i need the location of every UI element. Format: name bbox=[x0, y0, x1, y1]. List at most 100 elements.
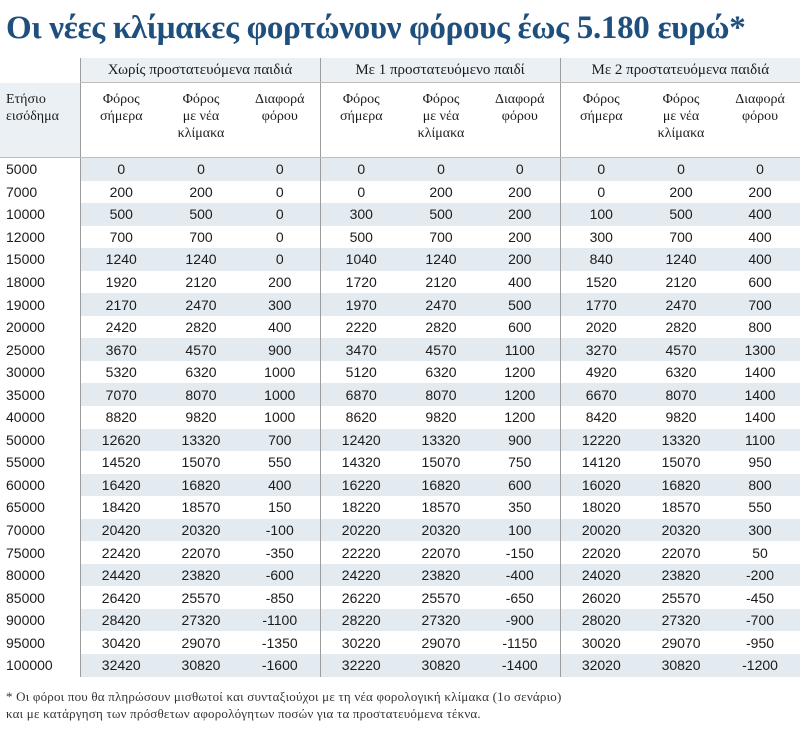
tax-today-cell: 12420 bbox=[319, 428, 402, 452]
tax-new-cell: 30820 bbox=[642, 654, 721, 677]
tax-diff-cell: -1200 bbox=[720, 654, 800, 677]
tax-diff-cell: 300 bbox=[720, 518, 800, 542]
tax-today-cell: 1240 bbox=[79, 248, 162, 271]
column-header-line: Φόρος bbox=[102, 92, 140, 107]
tax-diff-cell: 1400 bbox=[744, 409, 776, 426]
tax-new-cell: 8070 bbox=[402, 383, 480, 407]
column-header-line: σήμερα bbox=[339, 109, 383, 124]
tax-new-cell: 8070 bbox=[642, 383, 721, 407]
tax-diff-cell: 400 bbox=[508, 274, 532, 290]
tax-table: Χωρίς προστατευόμενα παιδιά Με 1 προστατ… bbox=[0, 58, 800, 677]
tax-diff-cell: -450 bbox=[746, 589, 775, 606]
tax-diff-cell: 100 bbox=[480, 518, 561, 542]
tax-diff-cell: 0 bbox=[275, 183, 284, 200]
income-cell: 55000 bbox=[0, 451, 80, 474]
tax-today-cell: 6670 bbox=[559, 383, 643, 407]
tax-today-cell: 26420 bbox=[79, 586, 162, 609]
income-cell: 60000 bbox=[0, 473, 80, 497]
tax-new-cell: 29070 bbox=[661, 634, 701, 651]
tax-today-cell: 16220 bbox=[319, 473, 402, 497]
tax-diff-cell: -350 bbox=[265, 544, 294, 561]
tax-diff-cell: 600 bbox=[748, 274, 772, 290]
column-header-line: Φόρος bbox=[662, 92, 700, 107]
tax-diff-cell: 1200 bbox=[504, 364, 536, 381]
tax-diff-cell: 0 bbox=[240, 157, 320, 181]
table-row: 19000 2170 2470 300 1970 2470 500 1770 2470 700 bbox=[0, 293, 800, 316]
tax-diff-cell: 200 bbox=[508, 228, 532, 245]
column-header-line: σήμερα bbox=[99, 109, 143, 124]
group-header-one-child: Με 1 προστατευόμενο παιδί bbox=[319, 58, 561, 83]
tax-today-cell: 1520 bbox=[559, 270, 643, 294]
tax-today-cell: 14120 bbox=[559, 451, 643, 474]
tax-new-scale-header: Φόρος με νέα κλίμακα bbox=[642, 82, 721, 158]
tax-today-cell: 16020 bbox=[559, 473, 643, 497]
tax-today-cell: 500 bbox=[319, 225, 402, 249]
tax-today-cell: 4920 bbox=[559, 360, 643, 384]
tax-diff-cell: 50 bbox=[752, 544, 768, 561]
tax-new-cell: 27320 bbox=[162, 608, 240, 632]
tax-new-cell: 23820 bbox=[642, 563, 721, 587]
tax-diff-cell: 200 bbox=[480, 203, 561, 226]
tax-new-cell: 2120 bbox=[185, 274, 217, 290]
tax-today-cell: 840 bbox=[559, 248, 643, 271]
tax-diff-cell: 1400 bbox=[744, 364, 776, 381]
tax-new-cell: 8070 bbox=[162, 383, 240, 407]
tax-new-cell: 18570 bbox=[181, 499, 221, 516]
tax-new-cell: 200 bbox=[669, 183, 693, 200]
tax-today-cell: 24420 bbox=[79, 563, 162, 587]
tax-today-cell: 24220 bbox=[319, 563, 402, 587]
tax-diff-cell: 800 bbox=[720, 473, 800, 497]
column-header-line: με νέα bbox=[422, 109, 460, 124]
tax-diff-cell: 200 bbox=[748, 183, 772, 200]
tax-diff-cell: -650 bbox=[505, 589, 534, 606]
tax-new-cell: 29070 bbox=[421, 634, 461, 651]
income-cell: 90000 bbox=[0, 608, 80, 632]
tax-new-cell: 20320 bbox=[642, 518, 721, 542]
tax-new-cell: 0 bbox=[162, 157, 240, 181]
tax-diff-cell: 550 bbox=[748, 499, 772, 516]
tax-diff-cell: 350 bbox=[508, 499, 532, 516]
tax-today-cell: 2420 bbox=[79, 315, 162, 339]
tax-new-cell: 18570 bbox=[421, 499, 461, 516]
tax-diff-cell: 1100 bbox=[720, 428, 800, 452]
tax-diff-cell: 950 bbox=[748, 454, 772, 471]
tax-new-cell: 2120 bbox=[425, 274, 457, 290]
tax-today-cell: 32420 bbox=[79, 654, 162, 677]
income-cell: 5000 bbox=[0, 157, 80, 181]
tax-new-cell: 27320 bbox=[642, 608, 721, 632]
tax-new-cell: 9820 bbox=[425, 409, 457, 426]
tax-diff-cell: 400 bbox=[720, 203, 800, 226]
header-spacer bbox=[0, 58, 80, 83]
tax-diff-cell: 1000 bbox=[264, 364, 296, 381]
tax-new-cell: 500 bbox=[642, 203, 721, 226]
tax-diff-cell: 0 bbox=[275, 228, 284, 245]
tax-diff-cell: 1200 bbox=[480, 383, 561, 407]
column-header-line: Διαφορά bbox=[495, 92, 545, 107]
tax-new-cell: 22070 bbox=[181, 544, 221, 561]
tax-new-cell: 20320 bbox=[402, 518, 480, 542]
tax-today-cell: 28220 bbox=[319, 608, 402, 632]
income-header-line: Ετήσιο bbox=[6, 91, 46, 107]
column-header-line: σήμερα bbox=[579, 109, 623, 124]
tax-diff-cell: 300 bbox=[240, 293, 320, 316]
tax-today-cell: 1720 bbox=[319, 270, 402, 294]
tax-new-cell: 25570 bbox=[181, 589, 221, 606]
tax-today-cell: 22420 bbox=[79, 541, 162, 564]
tax-today-cell: 2020 bbox=[559, 315, 643, 339]
tax-today-cell: 14520 bbox=[79, 451, 162, 474]
tax-today-cell: 500 bbox=[79, 203, 162, 226]
tax-today-cell: 12620 bbox=[79, 428, 162, 452]
group-header-no-children: Χωρίς προστατευόμενα παιδιά bbox=[79, 58, 320, 83]
table-row: 90000 28420 27320 -1100 28220 27320 -900 28020 2… bbox=[0, 608, 800, 632]
tax-diff-cell: 1200 bbox=[504, 409, 536, 426]
table-row: 5000 0 0 0 0 0 0 0 0 0 bbox=[0, 157, 800, 181]
tax-today-cell: 22220 bbox=[319, 541, 402, 564]
tax-today-cell: 5320 bbox=[79, 360, 162, 384]
tax-today-cell: 1770 bbox=[559, 293, 643, 316]
income-cell: 70000 bbox=[0, 518, 80, 542]
tax-today-cell: 8820 bbox=[79, 406, 162, 429]
income-cell: 30000 bbox=[0, 360, 80, 384]
tax-today-cell: 0 bbox=[559, 157, 643, 181]
tax-today-cell: 700 bbox=[79, 225, 162, 249]
tax-today-cell: 30420 bbox=[79, 631, 162, 655]
